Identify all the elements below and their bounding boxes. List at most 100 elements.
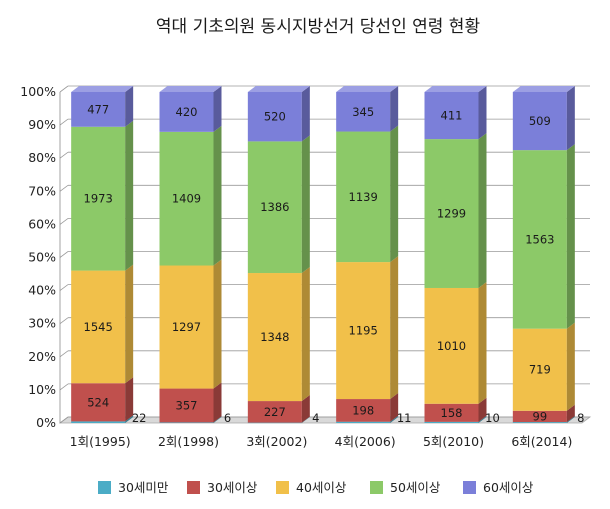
data-label: 99	[533, 409, 548, 423]
bar-segment	[512, 328, 567, 411]
bar-segment-side	[125, 120, 134, 271]
bar-segment-side	[125, 86, 134, 127]
x-category-label: 1회(1995)	[70, 434, 131, 449]
data-label: 158	[441, 406, 463, 420]
bar-top	[71, 86, 134, 92]
bar-segment-side	[478, 133, 487, 288]
bar-segment	[159, 388, 214, 423]
bar-segment-side	[301, 135, 310, 274]
bar-segment	[247, 273, 302, 402]
bar-segment	[336, 421, 391, 423]
legend-swatch	[98, 481, 111, 494]
bar-segment-side	[478, 86, 487, 140]
data-label: 477	[87, 102, 109, 116]
data-label: 11	[397, 411, 412, 425]
x-axis-categories: 1회(1995) 2회(1998) 3회(2002) 4회(2006) 5회(2010)…	[70, 434, 573, 449]
y-tick-label: 0%	[36, 415, 56, 430]
legend-swatch	[276, 481, 289, 494]
bar-segment-side	[213, 86, 222, 132]
y-tick-label: 90%	[28, 117, 56, 132]
bar-segment	[71, 383, 126, 422]
bar-stack: 8 99 719 1563 509	[512, 86, 584, 425]
bar-top	[512, 86, 575, 92]
data-label: 420	[176, 105, 198, 119]
bar-segment-side	[390, 256, 399, 400]
legend-label: 60세이상	[483, 480, 534, 495]
data-label: 1010	[437, 339, 466, 353]
data-label: 1973	[84, 192, 113, 206]
gridline-depth	[59, 218, 69, 225]
bars-layer: 22 524 1545 1973 477 6 357 1297 1409 420 4 227 1348 1…	[71, 86, 584, 425]
y-tick-label: 30%	[28, 316, 56, 331]
bar-segment	[71, 92, 126, 127]
gridline-depth	[59, 416, 69, 424]
legend-label: 30세미만	[118, 480, 169, 495]
gridline-depth	[59, 350, 69, 358]
bar-segment	[159, 422, 214, 423]
data-label: 10	[485, 411, 500, 425]
legend-label: 40세이상	[296, 480, 347, 495]
legend-swatch	[370, 481, 383, 494]
data-label: 719	[529, 363, 551, 377]
grid-layer	[58, 85, 592, 424]
bar-segment	[336, 92, 391, 132]
data-label: 198	[352, 403, 374, 417]
legend-label: 30세이상	[207, 480, 258, 495]
gridline-depth	[59, 251, 69, 258]
data-label: 520	[264, 110, 286, 124]
y-tick-label: 50%	[28, 250, 56, 265]
data-label: 509	[529, 114, 551, 128]
data-label: 411	[441, 109, 463, 123]
legend: 30세미만 30세이상 40세이상 50세이상 60세이상	[98, 480, 534, 495]
bar-stack: 11 198 1195 1139 345	[336, 86, 411, 425]
y-tick-label: 10%	[28, 382, 56, 397]
bar-segment-side	[566, 404, 575, 423]
data-label: 1348	[260, 330, 289, 344]
bar-segment-side	[478, 281, 487, 404]
bar-segment-side	[213, 416, 222, 423]
x-category-label: 3회(2002)	[246, 434, 307, 449]
bar-segment	[512, 150, 567, 329]
bar-segment	[424, 421, 479, 423]
legend-label: 50세이상	[390, 480, 441, 495]
data-label: 357	[176, 398, 198, 412]
x-category-label: 4회(2006)	[335, 434, 396, 449]
bar-segment-side	[390, 393, 399, 422]
gridline-depth	[59, 85, 69, 93]
bar-stack: 4 227 1348 1386 520	[247, 86, 319, 425]
gridline-depth	[59, 184, 69, 192]
bar-top	[159, 86, 222, 92]
data-label: 8	[577, 411, 584, 425]
data-label: 1139	[349, 190, 378, 204]
bar-segment	[247, 141, 302, 274]
y-tick-label: 70%	[28, 183, 56, 198]
bar-segment-side	[301, 267, 310, 402]
gridline-depth	[59, 284, 69, 291]
bar-segment	[336, 262, 391, 400]
bar-segment	[424, 287, 479, 404]
bar-segment-side	[566, 86, 575, 151]
bar-segment-side	[390, 86, 399, 132]
bar-segment-side	[390, 415, 399, 423]
bar-segment-side	[125, 415, 134, 423]
bar-top	[336, 86, 399, 92]
data-label: 1297	[172, 320, 201, 334]
y-axis-ticks: 0% 10% 20% 30% 40% 50% 60% 70% 80% 90% 100%	[20, 84, 56, 430]
bar-stack: 22 524 1545 1973 477	[71, 86, 146, 425]
bar-segment	[247, 92, 302, 142]
bar-segment	[247, 401, 302, 423]
y-tick-label: 100%	[20, 84, 56, 99]
bar-top	[247, 86, 310, 92]
gridline-depth	[59, 317, 69, 325]
bar-segment	[336, 131, 391, 263]
bar-segment-side	[213, 382, 222, 423]
bar-stack: 6 357 1297 1409 420	[159, 86, 231, 425]
bar-top	[424, 86, 487, 92]
bar-segment	[159, 265, 214, 389]
bar-segment	[159, 131, 214, 266]
data-label: 1386	[260, 200, 289, 214]
gridline-depth	[59, 118, 69, 126]
bar-segment-side	[478, 397, 487, 422]
